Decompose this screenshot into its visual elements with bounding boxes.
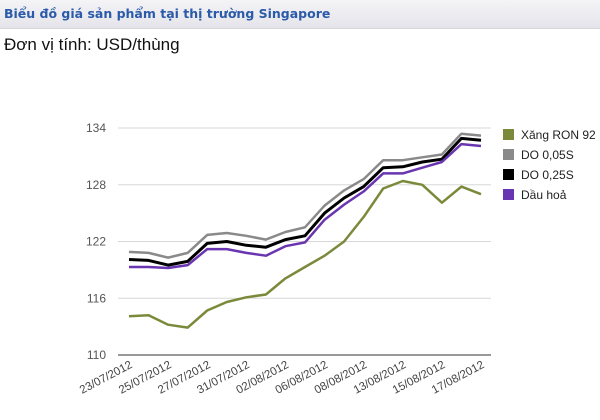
y-tick-label: 134 — [86, 121, 106, 135]
legend-swatch — [503, 149, 514, 160]
legend-label: Xăng RON 92 — [521, 128, 596, 142]
header-title: Biểu đồ giá sản phẩm tại thị trường Sing… — [4, 6, 331, 21]
series-gap — [128, 135, 482, 261]
series-line-4 — [129, 142, 482, 270]
legend-label: DO 0,05S — [521, 148, 574, 162]
y-tick-label: 116 — [87, 291, 106, 305]
series-line-3 — [128, 136, 482, 267]
legend-label: DO 0,25S — [521, 168, 574, 182]
series-line-1 — [128, 179, 482, 329]
legend-label: Dầu hoả — [521, 188, 567, 202]
y-tick-label: 128 — [86, 178, 106, 192]
legend-swatch — [503, 129, 514, 140]
legend-swatch — [503, 169, 514, 180]
y-tick-label: 122 — [86, 235, 106, 249]
legend-swatch — [503, 189, 514, 200]
unit-label: Đơn vị tính: USD/thùng — [4, 35, 180, 54]
y-tick-label: 110 — [87, 348, 106, 362]
series-line-2 — [128, 132, 482, 259]
page-header: Biểu đồ giá sản phẩm tại thị trường Sing… — [0, 0, 600, 29]
